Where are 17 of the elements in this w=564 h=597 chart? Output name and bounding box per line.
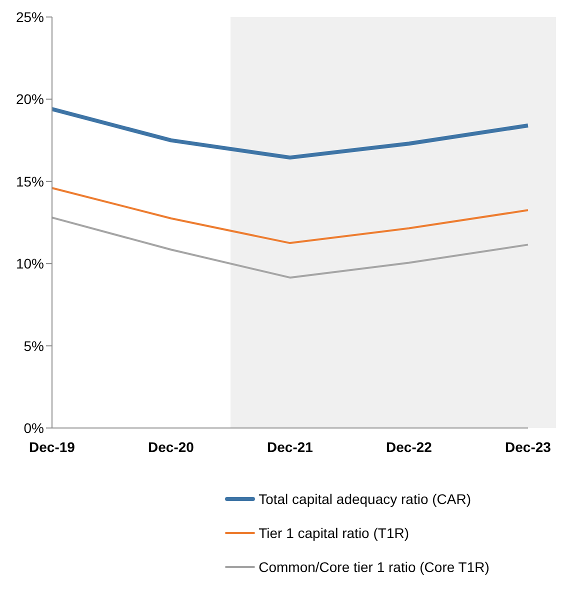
legend-label: Total capital adequacy ratio (CAR) <box>258 491 472 507</box>
x-tick-label: Dec-21 <box>267 438 314 455</box>
x-tick-label: Dec-19 <box>29 438 76 455</box>
y-tick-label: 0% <box>24 420 44 436</box>
y-tick-label: 5% <box>24 338 44 354</box>
line-series <box>51 186 529 244</box>
x-tick-label: Dec-20 <box>148 438 194 455</box>
line-series <box>50 107 530 160</box>
y-tick-label: 25% <box>16 8 44 25</box>
legend-label: Common/Core tier 1 ratio (Core T1R) <box>258 559 490 575</box>
line-series <box>51 216 529 279</box>
y-tick-label: 15% <box>16 173 44 190</box>
legend-label: Tier 1 capital ratio (T1R) <box>258 525 410 541</box>
x-tick-label: Dec-22 <box>386 438 432 455</box>
y-tick-label: 20% <box>16 91 44 108</box>
y-tick-label: 10% <box>16 256 44 272</box>
x-tick-label: Dec-23 <box>505 438 552 455</box>
